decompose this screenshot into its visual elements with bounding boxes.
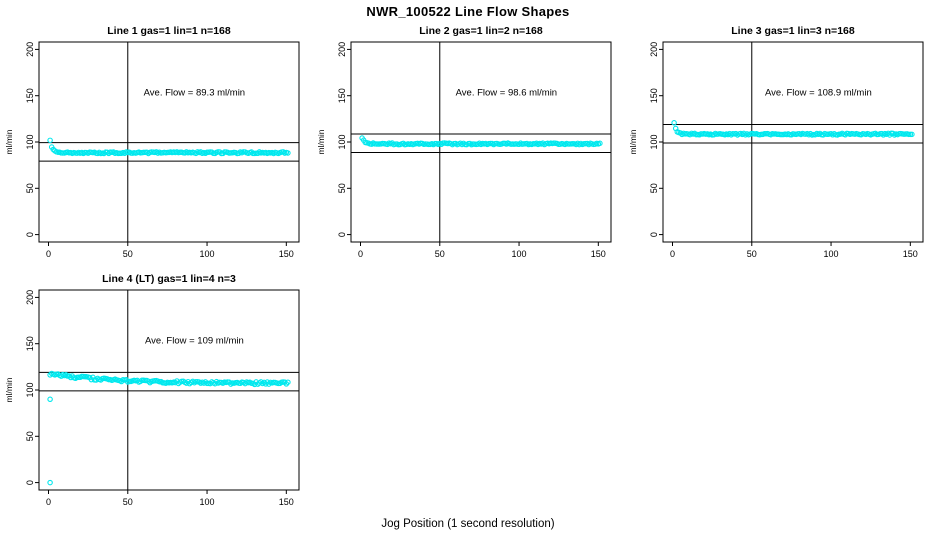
y-tick-label: 200 xyxy=(649,42,659,57)
x-tick-label: 150 xyxy=(279,497,294,507)
x-tick-label: 50 xyxy=(435,249,445,259)
y-tick-label: 100 xyxy=(337,134,347,149)
y-tick-label: 0 xyxy=(337,232,347,237)
x-tick-label: 0 xyxy=(670,249,675,259)
panel-1-chart: 0 50 100 150 0 50 100 150 200 Line 1 gas=1 lin=1 … xyxy=(4,25,300,259)
outlier-point xyxy=(47,479,53,486)
panel-title: Line 2 gas=1 lin=2 n=168 xyxy=(419,25,543,37)
figure-xlabel: Jog Position (1 second resolution) xyxy=(381,518,555,530)
panel-4-chart: 0 50 100 150 0 50 100 150 200 Line 4 (LT) gas=1 l… xyxy=(4,273,300,507)
x-tick-label: 50 xyxy=(747,249,757,259)
figure-title: NWR_100522 Line Flow Shapes xyxy=(366,4,570,19)
data-points xyxy=(359,135,603,148)
outlier-point xyxy=(47,396,53,403)
x-tick-label: 100 xyxy=(200,497,215,507)
panel-line-1: 0 50 100 150 0 50 100 150 200 Line 1 gas=1 lin=1 … xyxy=(4,24,316,264)
panel-line-2: 0 50 100 150 0 50 100 150 200 Line 2 gas=1 lin=2 … xyxy=(316,24,628,264)
x-tick-label: 100 xyxy=(512,249,527,259)
y-axis-label: ml/min xyxy=(4,377,14,402)
x-tick-label: 50 xyxy=(123,497,133,507)
y-tick-label: 200 xyxy=(337,42,347,57)
plot-box xyxy=(38,289,300,491)
data-points xyxy=(47,137,291,157)
panel-title: Line 3 gas=1 lin=3 n=168 xyxy=(731,25,855,37)
panel-2-chart: 0 50 100 150 0 50 100 150 200 Line 2 gas=1 lin=2 … xyxy=(316,25,612,259)
plot-box xyxy=(662,41,924,243)
x-tick-label: 0 xyxy=(358,249,363,259)
y-tick-label: 150 xyxy=(25,88,35,103)
ave-flow-annotation: Ave. Flow = 89.3 ml/min xyxy=(144,88,245,99)
y-tick-label: 50 xyxy=(25,431,35,441)
y-tick-label: 150 xyxy=(649,88,659,103)
x-tick-label: 0 xyxy=(46,497,51,507)
data-points xyxy=(671,120,915,138)
y-tick-label: 100 xyxy=(25,382,35,397)
panel-title: Line 1 gas=1 lin=1 n=168 xyxy=(107,25,231,37)
y-tick-label: 200 xyxy=(25,290,35,305)
y-tick-label: 150 xyxy=(337,88,347,103)
x-tick-label: 150 xyxy=(591,249,606,259)
y-axis-label: ml/min xyxy=(316,129,326,154)
y-tick-label: 0 xyxy=(25,232,35,237)
panel-3-chart: 0 50 100 150 0 50 100 150 200 Line 3 gas=1 lin=3 … xyxy=(628,25,924,259)
ave-flow-annotation: Ave. Flow = 98.6 ml/min xyxy=(456,88,557,99)
y-tick-label: 150 xyxy=(25,336,35,351)
plot-box xyxy=(38,41,300,243)
y-tick-label: 50 xyxy=(25,183,35,193)
x-tick-label: 150 xyxy=(903,249,918,259)
panel-line-3: 0 50 100 150 0 50 100 150 200 Line 3 gas=1 lin=3 … xyxy=(628,24,936,264)
y-axis-label: ml/min xyxy=(4,129,14,154)
ave-flow-annotation: Ave. Flow = 109 ml/min xyxy=(145,336,244,347)
x-tick-label: 100 xyxy=(200,249,215,259)
y-tick-label: 0 xyxy=(25,480,35,485)
y-tick-label: 50 xyxy=(649,183,659,193)
panel-line-4: 0 50 100 150 0 50 100 150 200 Line 4 (LT) gas=1 l… xyxy=(4,272,316,512)
y-tick-label: 0 xyxy=(649,232,659,237)
y-tick-label: 50 xyxy=(337,183,347,193)
x-tick-label: 150 xyxy=(279,249,294,259)
y-tick-label: 100 xyxy=(25,134,35,149)
y-tick-label: 100 xyxy=(649,134,659,149)
ave-flow-annotation: Ave. Flow = 108.9 ml/min xyxy=(765,88,872,99)
data-points xyxy=(47,370,291,486)
y-axis-label: ml/min xyxy=(628,129,638,154)
x-tick-label: 0 xyxy=(46,249,51,259)
panel-title: Line 4 (LT) gas=1 lin=4 n=3 xyxy=(102,273,236,285)
x-tick-label: 50 xyxy=(123,249,133,259)
y-tick-label: 200 xyxy=(25,42,35,57)
x-tick-label: 100 xyxy=(824,249,839,259)
